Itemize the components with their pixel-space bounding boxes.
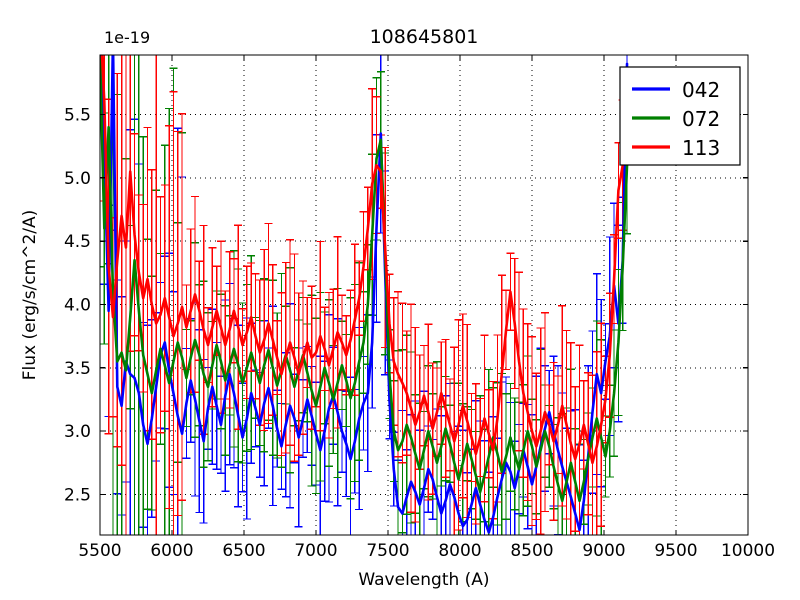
tick-labels: 5500 6000 6500 7000 7500 8000 8500 9000 9500 1000… [64,106,775,561]
legend: 042 072 113 [619,66,741,166]
legend-box [619,66,741,166]
ytick-label: 3.0 [64,422,91,442]
legend-label-113: 113 [682,136,720,160]
xtick-label: 7500 [366,541,409,561]
xtick-label: 8000 [438,541,481,561]
series-line-113 [100,55,625,465]
y-axis-label: Flux (erg/s/cm^2/A) [20,210,40,381]
x-axis-label: Wavelength (A) [358,570,489,590]
axes-frame [99,54,749,536]
ytick-label: 2.5 [64,485,91,505]
ytick-label: 3.5 [64,359,91,379]
ytick-label: 4.0 [64,295,91,315]
xtick-label: 6000 [150,541,193,561]
xtick-label: 5500 [78,541,121,561]
xtick-label: 7000 [294,541,337,561]
ytick-label: 5.5 [64,106,91,126]
xtick-label: 8500 [510,541,553,561]
ytick-label: 4.5 [64,232,91,252]
data-area [100,55,632,535]
legend-label-072: 072 [682,107,720,131]
legend-label-042: 042 [682,78,720,102]
ytick-label: 5.0 [64,169,91,189]
xtick-label: 9500 [654,541,697,561]
xtick-label: 10000 [721,541,775,561]
xtick-label: 9000 [582,541,625,561]
xtick-label: 6500 [222,541,265,561]
y-axis-offset-label: 1e-19 [104,28,150,47]
series-line-072 [100,56,629,503]
plot-title: 108645801 [370,26,479,48]
tick-marks [99,55,749,535]
